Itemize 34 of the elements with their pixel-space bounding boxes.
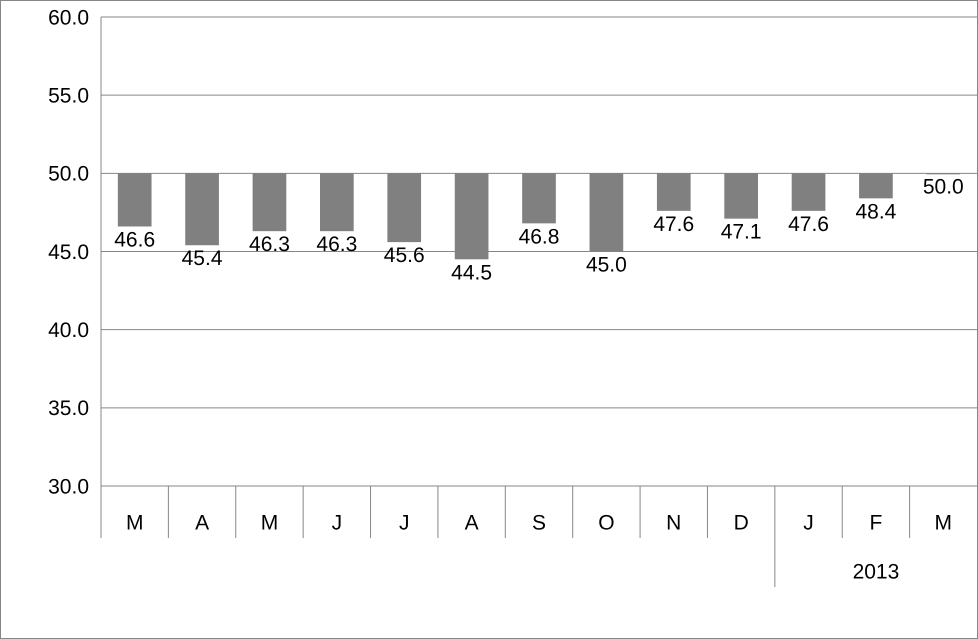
y-tick-label: 50.0 bbox=[48, 162, 89, 186]
x-tick-label: A bbox=[195, 511, 210, 534]
data-label: 50.0 bbox=[922, 175, 964, 198]
y-tick-label: 40.0 bbox=[48, 319, 89, 342]
data-label: 47.6 bbox=[788, 212, 829, 236]
data-label: 44.5 bbox=[451, 261, 492, 284]
x-tick-label: S bbox=[532, 511, 546, 534]
x-tick-label: A bbox=[464, 511, 479, 534]
x-tick-label: M bbox=[934, 511, 952, 534]
x-tick-label: O bbox=[598, 511, 615, 534]
data-label: 46.6 bbox=[114, 228, 156, 252]
data-label: 46.8 bbox=[518, 225, 560, 248]
data-label: 45.6 bbox=[384, 244, 425, 268]
x-tick-label: J bbox=[332, 511, 342, 534]
data-label: 47.1 bbox=[720, 220, 762, 244]
y-tick-label: 60.0 bbox=[48, 6, 89, 30]
x-tick-label: D bbox=[734, 511, 749, 534]
x-tick-label: M bbox=[126, 511, 144, 534]
y-tick-label: 45.0 bbox=[48, 240, 89, 264]
data-label: 48.4 bbox=[855, 200, 897, 224]
x-tick-label: M bbox=[260, 511, 278, 534]
data-label: 46.3 bbox=[249, 233, 290, 256]
data-label: 47.6 bbox=[653, 212, 694, 236]
y-tick-label: 35.0 bbox=[48, 397, 89, 420]
x-tick-label: J bbox=[398, 511, 410, 534]
x-tick-label: N bbox=[666, 511, 682, 534]
x-tick-label: F bbox=[870, 511, 882, 534]
y-tick-label: 55.0 bbox=[48, 84, 89, 108]
data-label: 45.4 bbox=[182, 247, 223, 270]
data-label: 45.0 bbox=[586, 254, 627, 276]
text: 2013 bbox=[852, 560, 900, 584]
x-tick-label: J bbox=[803, 511, 814, 534]
y-tick-label: 30.0 bbox=[48, 475, 89, 498]
data-label: 46.3 bbox=[316, 233, 358, 256]
